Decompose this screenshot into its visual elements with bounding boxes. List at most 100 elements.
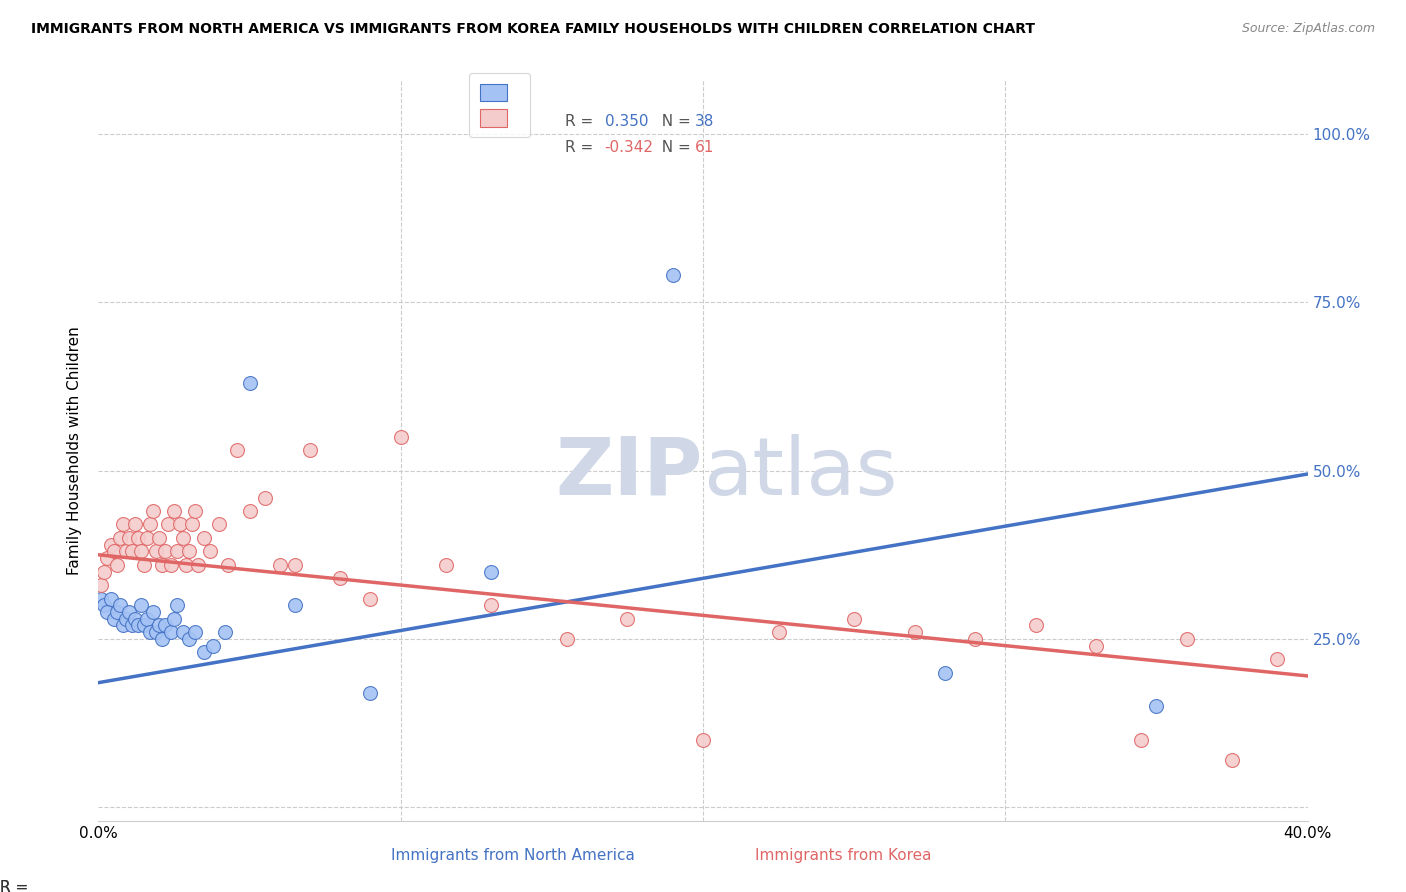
Point bbox=[200, 544, 222, 558]
Point bbox=[253, 491, 276, 505]
Point bbox=[965, 632, 987, 646]
Point bbox=[768, 625, 790, 640]
Point bbox=[481, 599, 503, 613]
Point bbox=[1085, 639, 1108, 653]
Point bbox=[360, 591, 382, 606]
Point bbox=[103, 612, 125, 626]
Point bbox=[172, 625, 194, 640]
Point bbox=[661, 268, 683, 283]
Text: Immigrants from North America: Immigrants from North America bbox=[391, 848, 636, 863]
Point bbox=[555, 632, 578, 646]
Text: -0.342: -0.342 bbox=[605, 140, 654, 154]
Point bbox=[904, 625, 927, 640]
Point bbox=[114, 612, 136, 626]
Point bbox=[132, 618, 155, 632]
Legend: , : , bbox=[468, 73, 530, 137]
Point bbox=[127, 618, 149, 632]
Point bbox=[150, 558, 173, 572]
Point bbox=[239, 376, 262, 391]
Point bbox=[129, 599, 152, 613]
Point bbox=[179, 544, 201, 558]
Point bbox=[616, 612, 638, 626]
Point bbox=[100, 591, 122, 606]
Point bbox=[93, 599, 115, 613]
Point bbox=[1130, 732, 1153, 747]
Point bbox=[156, 517, 179, 532]
Text: 0.350: 0.350 bbox=[605, 114, 648, 129]
Point bbox=[111, 618, 134, 632]
Point bbox=[142, 605, 165, 619]
Text: ZIP: ZIP bbox=[555, 434, 703, 512]
Point bbox=[187, 558, 209, 572]
Point bbox=[163, 504, 186, 518]
Point bbox=[360, 686, 382, 700]
Point bbox=[844, 612, 866, 626]
Point bbox=[132, 558, 155, 572]
Point bbox=[179, 632, 201, 646]
Text: R =: R = bbox=[565, 114, 599, 129]
Point bbox=[105, 558, 128, 572]
Point bbox=[239, 504, 262, 518]
Point bbox=[184, 625, 207, 640]
Point bbox=[481, 565, 503, 579]
Point bbox=[135, 612, 157, 626]
Point bbox=[150, 632, 173, 646]
Point bbox=[193, 531, 215, 545]
Point bbox=[100, 538, 122, 552]
Point bbox=[118, 605, 141, 619]
Point bbox=[1267, 652, 1289, 666]
Text: Source: ZipAtlas.com: Source: ZipAtlas.com bbox=[1241, 22, 1375, 36]
Point bbox=[208, 517, 231, 532]
Point bbox=[284, 599, 307, 613]
Point bbox=[172, 531, 194, 545]
Point bbox=[1144, 699, 1167, 714]
Point bbox=[93, 565, 115, 579]
Point bbox=[139, 517, 162, 532]
Point bbox=[135, 531, 157, 545]
Point bbox=[153, 544, 176, 558]
Text: R =: R = bbox=[565, 140, 599, 154]
Text: R =: R = bbox=[0, 880, 34, 892]
Point bbox=[114, 544, 136, 558]
Point bbox=[90, 578, 112, 592]
Text: N =: N = bbox=[652, 114, 696, 129]
Text: atlas: atlas bbox=[703, 434, 897, 512]
Point bbox=[163, 612, 186, 626]
Point bbox=[389, 430, 412, 444]
Text: 61: 61 bbox=[695, 140, 714, 154]
Point bbox=[148, 618, 170, 632]
Point bbox=[121, 544, 143, 558]
Point bbox=[124, 612, 146, 626]
Point bbox=[145, 625, 167, 640]
Point bbox=[139, 625, 162, 640]
Text: Immigrants from Korea: Immigrants from Korea bbox=[755, 848, 932, 863]
Point bbox=[127, 531, 149, 545]
Point bbox=[169, 517, 191, 532]
Point bbox=[96, 605, 118, 619]
Text: IMMIGRANTS FROM NORTH AMERICA VS IMMIGRANTS FROM KOREA FAMILY HOUSEHOLDS WITH CH: IMMIGRANTS FROM NORTH AMERICA VS IMMIGRA… bbox=[31, 22, 1035, 37]
Text: 38: 38 bbox=[695, 114, 714, 129]
Point bbox=[148, 531, 170, 545]
Point bbox=[1175, 632, 1198, 646]
Point bbox=[434, 558, 457, 572]
Point bbox=[160, 558, 183, 572]
Point bbox=[166, 599, 188, 613]
Point bbox=[217, 558, 239, 572]
Point bbox=[329, 571, 352, 585]
Point bbox=[1220, 753, 1243, 767]
Point bbox=[214, 625, 236, 640]
Point bbox=[142, 504, 165, 518]
Point bbox=[153, 618, 176, 632]
Point bbox=[226, 443, 249, 458]
Point bbox=[129, 544, 152, 558]
Point bbox=[103, 544, 125, 558]
Point bbox=[166, 544, 188, 558]
Point bbox=[108, 531, 131, 545]
Point bbox=[118, 531, 141, 545]
Point bbox=[184, 504, 207, 518]
Point bbox=[121, 618, 143, 632]
Point bbox=[193, 645, 215, 659]
Point bbox=[284, 558, 307, 572]
Point bbox=[174, 558, 197, 572]
Point bbox=[108, 599, 131, 613]
